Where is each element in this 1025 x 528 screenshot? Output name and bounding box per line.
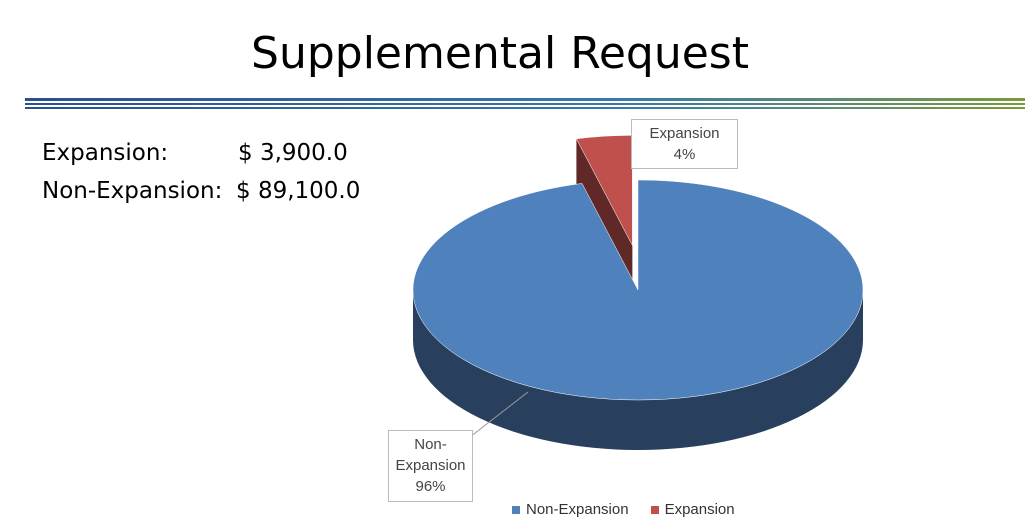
slide-title: Supplemental Request xyxy=(251,28,749,79)
legend-item: Expansion xyxy=(650,501,735,518)
legend-label: Expansion xyxy=(664,501,735,518)
data-label: Expansion 4% xyxy=(631,119,738,169)
slice-side xyxy=(413,290,863,450)
legend: Non-Expansion Expansion xyxy=(512,501,757,518)
data-label-category: Expansion xyxy=(649,125,720,142)
data-label-value: 96% xyxy=(415,478,446,495)
header-rule xyxy=(25,98,1025,109)
data-label: Non-Expansion 96% xyxy=(388,430,473,502)
legend-swatch xyxy=(650,506,659,515)
figure-amount: $ 3,900.0 xyxy=(238,140,348,166)
figure-label: Expansion: xyxy=(42,140,169,166)
legend-item: Non-Expansion xyxy=(512,501,629,518)
pie xyxy=(412,135,864,450)
data-label-value: 4% xyxy=(673,146,696,163)
slice xyxy=(412,179,864,401)
figure-label: Non-Expansion: xyxy=(42,178,223,204)
legend-label: Non-Expansion xyxy=(526,501,629,518)
leader-line xyxy=(469,391,529,438)
figure-amount: $ 89,100.0 xyxy=(236,178,361,204)
legend-swatch xyxy=(512,506,520,515)
data-label-category: Non-Expansion xyxy=(395,436,466,474)
